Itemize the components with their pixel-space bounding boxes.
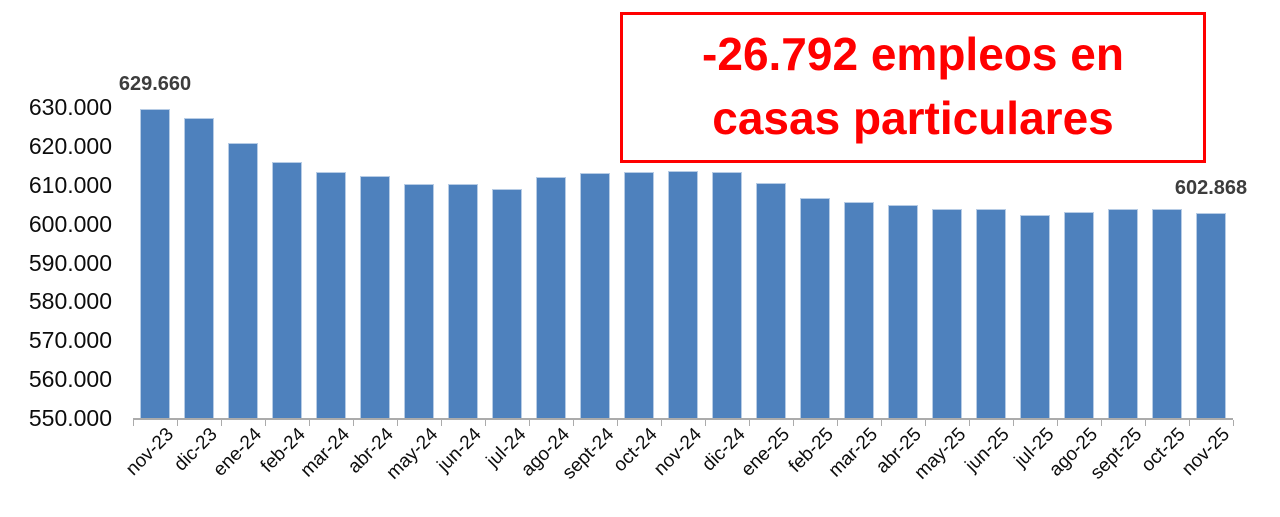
x-axis-tick: [1057, 420, 1058, 426]
bar-oct-25: [1152, 209, 1182, 418]
bar-abr-24: [360, 176, 390, 418]
x-axis-tick: [925, 420, 926, 426]
data-label-last-bar: 602.868: [1174, 176, 1248, 199]
bar-oct-24: [624, 172, 654, 418]
y-tick-label-550.000: 550.000: [28, 405, 112, 431]
x-axis-tick: [353, 420, 354, 426]
bar-may-25: [932, 209, 962, 418]
bar-ago-25: [1064, 212, 1094, 418]
x-axis-tick: [441, 420, 442, 426]
y-tick-label-580.000: 580.000: [28, 288, 112, 315]
x-axis-tick: [397, 420, 398, 426]
bar-sept-25: [1108, 209, 1138, 418]
x-tick-label-mar-24: mar-24: [296, 424, 354, 482]
x-axis-tick: [793, 420, 794, 426]
bar-nov-25: [1196, 213, 1226, 418]
x-axis-tick: [309, 420, 310, 426]
y-tick-label-560.000: 560.000: [28, 366, 112, 393]
x-axis-tick: [221, 420, 222, 426]
y-tick-label-590.000: 590.000: [28, 249, 112, 276]
bar-feb-24: [272, 162, 302, 418]
bar-jun-25: [976, 209, 1006, 418]
y-tick-label-610.000: 610.000: [28, 171, 112, 198]
x-axis-tick: [617, 420, 618, 426]
bar-jul-25: [1020, 215, 1050, 418]
x-axis-tick: [661, 420, 662, 426]
x-axis-tick: [133, 420, 134, 426]
x-tick-label-nov-24: nov-24: [649, 424, 706, 480]
bar-sept-24: [580, 173, 610, 418]
x-axis-tick: [265, 420, 266, 426]
x-axis-line: [133, 418, 1233, 420]
x-tick-label-jun-25: jun-25: [961, 424, 1014, 477]
data-label-first-bar: 629.660: [118, 72, 192, 95]
x-axis-tick: [573, 420, 574, 426]
x-tick-label-ene-24: ene-24: [209, 424, 266, 481]
x-axis-tick: [177, 420, 178, 426]
annotation-box: -26.792 empleos en casas particulares: [620, 12, 1206, 163]
bar-may-24: [404, 184, 434, 418]
bar-ene-25: [756, 183, 786, 418]
bar-ene-24: [228, 143, 258, 418]
bar-ago-24: [536, 177, 566, 418]
x-axis-tick: [705, 420, 706, 426]
bar-mar-24: [316, 172, 346, 418]
bar-feb-25: [800, 198, 830, 418]
x-axis-tick: [969, 420, 970, 426]
x-axis-tick: [1189, 420, 1190, 426]
x-axis-tick: [837, 420, 838, 426]
x-tick-label-nov-23: nov-23: [121, 424, 178, 480]
x-axis-tick: [485, 420, 486, 426]
x-axis-tick: [1145, 420, 1146, 426]
x-tick-label-nov-25: nov-25: [1177, 424, 1234, 480]
bar-nov-23: [140, 109, 170, 418]
x-axis-tick: [881, 420, 882, 426]
y-tick-label-570.000: 570.000: [28, 327, 112, 354]
x-axis-tick: [1013, 420, 1014, 426]
x-tick-label-mar-25: mar-25: [824, 424, 882, 482]
bar-abr-25: [888, 205, 918, 418]
annotation-line-1: -26.792 empleos en: [702, 28, 1124, 80]
bar-mar-25: [844, 202, 874, 418]
y-tick-label-600.000: 600.000: [28, 210, 112, 237]
x-axis-tick: [1233, 420, 1234, 426]
bar-jun-24: [448, 184, 478, 418]
x-tick-label-jun-24: jun-24: [433, 424, 486, 477]
x-axis-tick: [749, 420, 750, 426]
bar-dic-23: [184, 118, 214, 418]
y-tick-label-630.000: 630.000: [28, 94, 112, 121]
x-tick-label-ene-25: ene-25: [737, 424, 794, 481]
bar-nov-24: [668, 171, 698, 418]
annotation-line-2: casas particulares: [712, 92, 1114, 144]
x-axis-tick: [1101, 420, 1102, 426]
bar-jul-24: [492, 189, 522, 418]
bar-dic-24: [712, 172, 742, 418]
y-tick-label-620.000: 620.000: [28, 133, 112, 160]
x-axis-tick: [529, 420, 530, 426]
